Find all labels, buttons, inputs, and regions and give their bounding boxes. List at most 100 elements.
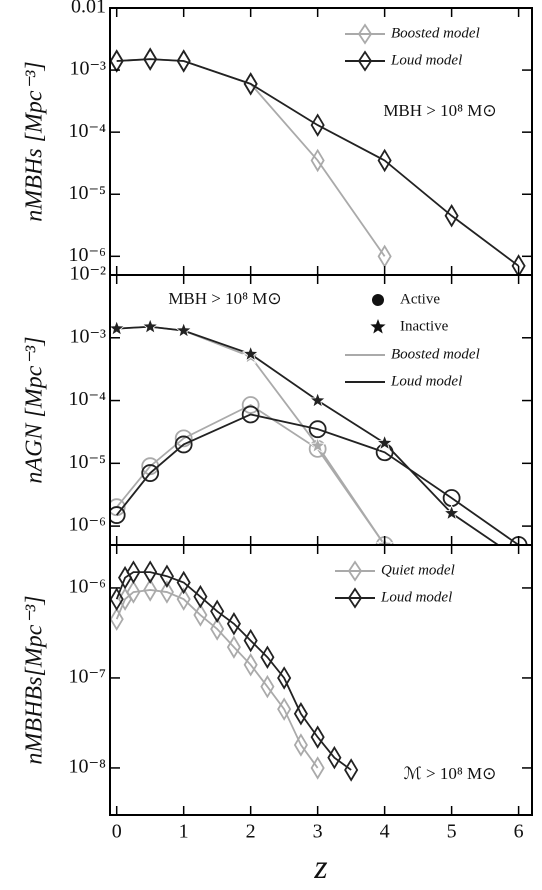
legend-label: Loud model [390, 52, 462, 68]
diamond-marker [176, 49, 191, 73]
legend-label: Boosted model [391, 25, 480, 41]
plot-area [110, 317, 528, 545]
legend-label: Boosted model [391, 346, 480, 362]
diamond-marker [243, 653, 258, 677]
diamond-marker [210, 599, 225, 624]
legend-marker [347, 560, 363, 582]
star-marker [442, 504, 461, 521]
series-line [115, 571, 352, 771]
y-tick-label: 10⁻⁶ [68, 244, 106, 266]
y-tick-label: 10⁻⁸ [68, 756, 106, 778]
legend-marker [357, 50, 373, 72]
legend-label: Active [400, 291, 440, 307]
x-tick-label: 6 [514, 821, 524, 843]
y-tick-label: 10⁻² [69, 263, 106, 285]
diamond-marker [344, 758, 359, 782]
series-line [116, 58, 520, 267]
y-tick-label: 0.01 [71, 0, 106, 18]
diamond-marker [143, 560, 158, 584]
diamond-marker [310, 113, 325, 137]
y-tick-label: 10⁻⁵ [68, 451, 106, 473]
diamond-marker [444, 204, 459, 228]
legend-label: Inactive [400, 318, 449, 334]
diamond-marker [176, 587, 191, 611]
frame [109, 7, 533, 276]
series-line [116, 58, 386, 257]
diamond-marker [159, 580, 174, 604]
diamond-marker [143, 47, 158, 71]
diamond-marker [327, 745, 342, 770]
diamond-marker [143, 578, 158, 602]
diamond-marker [260, 674, 275, 699]
diamond-marker [277, 666, 292, 690]
annotation: ℳ > 10⁸ M⊙ [404, 764, 497, 783]
diamond-marker [110, 49, 124, 73]
star-marker [241, 344, 260, 362]
x-tick-label: 1 [179, 821, 189, 843]
diamond-marker [377, 148, 392, 173]
annotation: MBH > 10⁸ M⊙ [168, 289, 281, 308]
diamond-marker [293, 702, 308, 726]
circle-marker [110, 506, 126, 524]
y-tick-label: 10⁻³ [69, 325, 106, 347]
circle-marker [141, 464, 160, 482]
diamond-marker [193, 584, 208, 609]
diamond-marker [110, 607, 124, 631]
diamond-marker [226, 635, 241, 659]
star-marker [110, 319, 126, 336]
circle-marker [110, 498, 126, 517]
diamond-marker [511, 254, 526, 275]
diamond-marker [176, 570, 191, 595]
circle-marker [174, 429, 193, 448]
y-tick-label: 10⁻³ [69, 58, 106, 80]
x-tick-label: 4 [380, 821, 390, 843]
circle-marker [241, 396, 260, 414]
legend-marker [370, 319, 386, 334]
diamond-marker [126, 580, 141, 604]
y-tick-label: 10⁻⁴ [68, 388, 106, 410]
diamond-marker [159, 564, 174, 588]
diamond-marker [226, 612, 241, 636]
diamond-marker [193, 603, 208, 627]
diamond-marker [310, 148, 325, 173]
legend-label: Loud model [380, 589, 452, 605]
frame [109, 544, 533, 816]
diamond-marker [210, 617, 225, 641]
legend-marker [347, 587, 363, 609]
legend-label: Loud model [390, 373, 462, 389]
x-axis-label: z [313, 849, 327, 886]
star-marker [308, 391, 327, 408]
star-marker [174, 321, 193, 339]
star-marker [375, 433, 394, 451]
diamond-marker [260, 645, 275, 669]
diamond-marker [310, 756, 325, 780]
star-marker [308, 436, 327, 454]
diamond-marker [243, 628, 258, 653]
legend-marker [357, 23, 373, 45]
annotation: MBH > 10⁸ M⊙ [383, 101, 496, 120]
y-tick-label: 10⁻⁷ [68, 666, 106, 688]
series-line [115, 589, 319, 769]
star-marker [141, 317, 159, 335]
circle-marker [174, 435, 193, 454]
legend-label: Quiet model [381, 562, 455, 578]
diamond-marker [110, 587, 124, 611]
series-line [116, 325, 500, 545]
y-tick-label: 10⁻⁶ [68, 514, 106, 536]
frame [109, 274, 533, 546]
diamond-marker [243, 72, 258, 96]
y-tick-label: 10⁻⁴ [68, 120, 106, 142]
legend-marker [372, 294, 384, 306]
plot-area [110, 47, 526, 275]
y-axis-label: nMBHs [Mpc⁻³] [22, 61, 48, 222]
circle-marker [241, 405, 260, 424]
diamond-marker [277, 697, 292, 721]
y-tick-label: 10⁻⁶ [68, 576, 106, 598]
diamond-marker [310, 725, 325, 749]
x-tick-label: 2 [246, 821, 256, 843]
plot-area [110, 560, 359, 782]
y-axis-label: nMBHBs[Mpc⁻³] [22, 595, 48, 764]
circle-marker [308, 420, 327, 439]
diamond-marker [293, 733, 308, 757]
